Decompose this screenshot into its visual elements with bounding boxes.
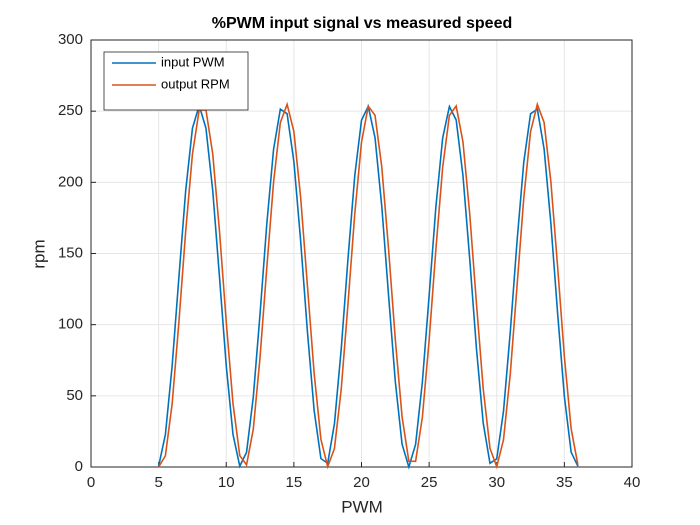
x-tick-label: 15 (286, 474, 303, 491)
x-axis-label: PWM (341, 497, 383, 516)
y-tick-label: 300 (58, 31, 83, 48)
x-tick-label: 35 (556, 474, 573, 491)
y-tick-label: 250 (58, 102, 83, 119)
y-tick-label: 0 (75, 458, 83, 475)
x-tick-label: 0 (87, 474, 95, 491)
axes-box (90, 39, 633, 468)
y-tick-label: 200 (58, 173, 83, 190)
x-tick-label: 5 (154, 474, 162, 491)
y-tick-label: 50 (66, 387, 83, 404)
x-tick-label: 20 (353, 474, 370, 491)
y-axis-label: rpm (29, 239, 48, 268)
legend-box (103, 51, 249, 111)
y-tick-label: 100 (58, 316, 83, 333)
y-tick-label: 150 (58, 244, 83, 261)
x-tick-label: 30 (488, 474, 505, 491)
data-line (157, 101, 579, 470)
legend-label: output RPM (161, 76, 230, 91)
x-tick-label: 40 (624, 474, 641, 491)
x-tick-label: 10 (218, 474, 235, 491)
chart-title: %PWM input signal vs measured speed (212, 15, 513, 32)
x-tick-label: 25 (421, 474, 438, 491)
legend-label: input PWM (161, 54, 225, 69)
